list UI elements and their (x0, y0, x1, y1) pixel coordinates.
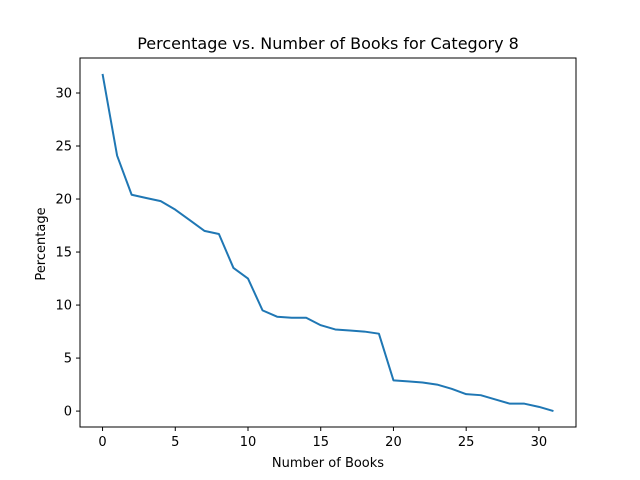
x-tick-label: 0 (98, 435, 106, 450)
x-tick-label: 5 (171, 435, 179, 450)
plot-frame (79, 57, 577, 428)
x-tick-label: 20 (385, 435, 402, 450)
y-axis: 0 5 10 15 20 25 30 (55, 86, 80, 420)
plot-area (79, 57, 577, 428)
x-tick-label: 30 (531, 435, 548, 450)
y-tick-label: 25 (55, 140, 72, 155)
x-axis: 0 5 10 15 20 25 30 (98, 427, 547, 450)
x-tick-label: 10 (240, 435, 257, 450)
y-axis-label: Percentage (34, 207, 49, 280)
y-tick-label: 15 (55, 246, 72, 261)
x-tick-label: 15 (312, 435, 329, 450)
x-axis-label: Number of Books (272, 456, 384, 471)
y-tick-label: 30 (55, 86, 72, 101)
x-tick-label: 25 (458, 435, 475, 450)
y-tick-label: 0 (64, 405, 72, 420)
chart-title: Percentage vs. Number of Books for Categ… (137, 34, 519, 53)
y-tick-label: 10 (55, 299, 72, 314)
series-line-0 (101, 73, 554, 413)
y-tick-label: 20 (55, 193, 72, 208)
y-tick-label: 5 (64, 352, 72, 367)
